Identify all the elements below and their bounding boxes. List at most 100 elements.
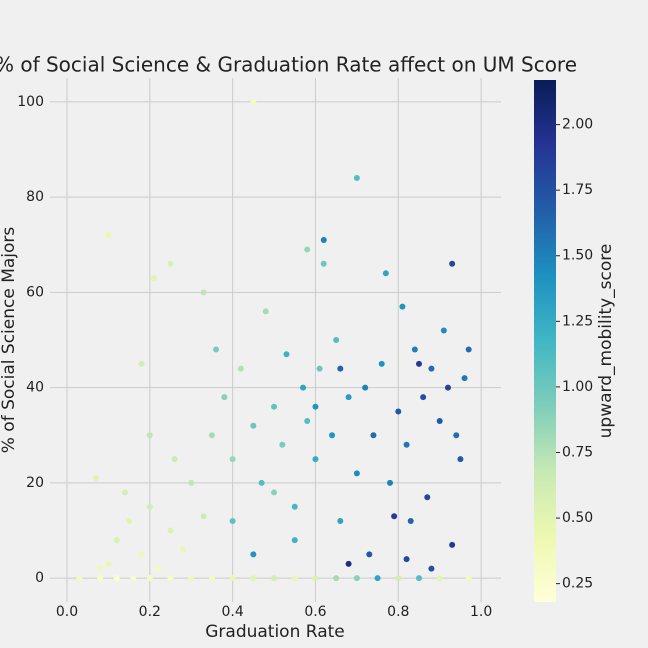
colorbar-tick-label: 0.75 (562, 444, 593, 460)
y-tick-label: 100 (17, 94, 44, 110)
scatter-point (258, 479, 265, 486)
scatter-point (208, 575, 215, 582)
scatter-point (391, 513, 398, 520)
y-tick-label: 20 (26, 475, 44, 491)
scatter-point (444, 384, 451, 391)
scatter-point (345, 560, 352, 567)
x-tick-label: 1.0 (470, 604, 492, 620)
scatter-point (188, 575, 195, 582)
scatter-point (271, 575, 278, 582)
scatter-point (449, 541, 456, 548)
scatter-point (300, 384, 307, 391)
scatter-point (449, 260, 456, 267)
scatter-point (92, 475, 99, 482)
scatter-point (97, 565, 104, 572)
scatter-point (420, 394, 427, 401)
scatter-point (353, 575, 360, 582)
scatter-point (291, 537, 298, 544)
scatter-point (312, 403, 319, 410)
colorbar-tick-label: 0.25 (562, 576, 593, 592)
scatter-point (271, 403, 278, 410)
y-tick-label: 40 (26, 380, 44, 396)
scatter-point (320, 236, 327, 243)
scatter-point (113, 537, 120, 544)
y-tick-label: 60 (26, 284, 44, 300)
scatter-point (316, 365, 323, 372)
scatter-point (146, 432, 153, 439)
scatter-point (457, 456, 464, 463)
scatter-point (312, 575, 319, 582)
scatter-point (221, 394, 228, 401)
scatter-point (167, 575, 174, 582)
scatter-point (146, 575, 153, 582)
scatter-point (366, 551, 373, 558)
x-tick-label: 0.2 (139, 604, 161, 620)
scatter-point (370, 432, 377, 439)
y-tick-label: 0 (35, 570, 44, 586)
colorbar-tick-label: 2.00 (562, 117, 593, 133)
scatter-point (97, 575, 104, 582)
scatter-point (130, 575, 137, 582)
scatter-point (395, 408, 402, 415)
scatter-point (188, 479, 195, 486)
x-tick-label: 0.4 (222, 604, 244, 620)
scatter-point (291, 575, 298, 582)
scatter-point (436, 575, 443, 582)
scatter-point (262, 308, 269, 315)
scatter-point (345, 394, 352, 401)
scatter-point (329, 432, 336, 439)
scatter-point (362, 384, 369, 391)
scatter-point (337, 518, 344, 525)
scatter-point (237, 365, 244, 372)
scatter-point (283, 351, 290, 358)
scatter-point (250, 551, 257, 558)
scatter-point (304, 417, 311, 424)
colorbar-tick-label: 1.00 (562, 379, 593, 395)
x-tick-label: 0.6 (304, 604, 326, 620)
scatter-point (382, 270, 389, 277)
x-tick-label: 0.0 (56, 604, 78, 620)
colorbar (534, 80, 556, 602)
scatter-point (229, 518, 236, 525)
scatter-point (155, 565, 162, 572)
scatter-point (424, 494, 431, 501)
scatter-point (461, 375, 468, 382)
scatter-point (353, 470, 360, 477)
scatter-point (167, 260, 174, 267)
colorbar-tick-label: 1.50 (562, 248, 593, 264)
colorbar-tick-label: 1.25 (562, 313, 593, 329)
scatter-point (138, 551, 145, 558)
scatter-point (113, 575, 120, 582)
scatter-point (395, 575, 402, 582)
scatter-point (320, 260, 327, 267)
x-tick-label: 0.8 (387, 604, 409, 620)
scatter-point (138, 360, 145, 367)
y-axis-label: % of Social Science Majors (0, 227, 19, 454)
y-tick-label: 80 (26, 189, 44, 205)
chart-title: % of Social Science & Graduation Rate af… (0, 53, 577, 77)
scatter-point (387, 479, 394, 486)
scatter-point (416, 360, 422, 367)
scatter-point (105, 560, 112, 567)
scatter-point (200, 513, 207, 520)
scatter-point (333, 575, 340, 582)
scatter-point (250, 575, 257, 582)
colorbar-tick-label: 0.50 (562, 510, 593, 526)
scatter-point (105, 232, 112, 239)
scatter-point (229, 575, 236, 582)
scatter-point (171, 456, 178, 463)
scatter-point (337, 365, 344, 372)
scatter-point (200, 289, 207, 296)
scatter-point (213, 346, 220, 353)
scatter-point (271, 489, 278, 496)
scatter-point (76, 575, 83, 582)
scatter-point (403, 441, 410, 448)
scatter-point (453, 432, 460, 439)
scatter-point (208, 432, 215, 439)
scatter-point (250, 422, 257, 429)
scatter-point (146, 503, 153, 510)
scatter-point (465, 575, 472, 582)
scatter-point (440, 327, 447, 334)
